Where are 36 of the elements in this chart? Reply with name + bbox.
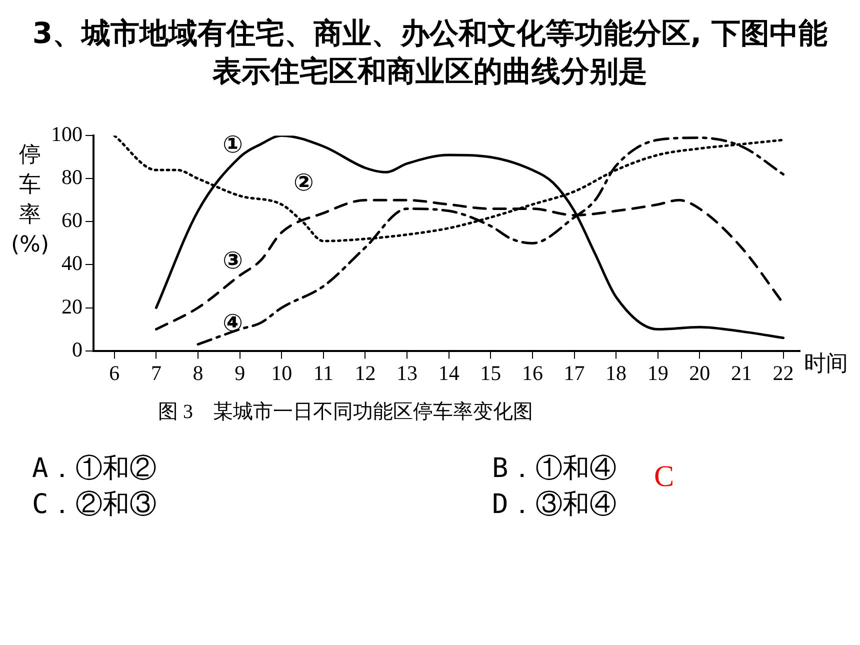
x-tick-label: 15 [480, 360, 502, 385]
x-tick-label: 10 [271, 360, 292, 385]
text: D．③和④ [492, 489, 616, 520]
y-tick-label: 100 [51, 122, 82, 146]
x-tick-label: 14 [438, 360, 460, 385]
x-tick-label: 13 [396, 360, 418, 385]
y-tick-label: 40 [62, 251, 82, 276]
x-tick-label: 12 [354, 360, 376, 385]
text: C．②和③ [32, 488, 158, 522]
y-tick-label: 80 [62, 165, 82, 190]
x-tick-label: 18 [606, 360, 627, 385]
text: C [654, 460, 674, 494]
y-tick-label: 0 [72, 337, 82, 362]
y-tick-label: 60 [62, 208, 82, 232]
text: B．①和④ [492, 453, 616, 484]
x-tick-label: 21 [730, 360, 752, 385]
chart-title: 3、城市地域有住宅、商业、办公和文化等功能分区, 下图中能表示住宅区和商业区的曲线分别是 [31, 15, 829, 90]
text: A．①和② [32, 452, 158, 486]
y-tick-label: 20 [62, 294, 82, 318]
annotation: ③ [222, 246, 243, 275]
x-tick-label: 8 [192, 360, 204, 385]
x-tick-label: 20 [689, 360, 710, 385]
x-tick-label: 16 [522, 360, 543, 385]
x-tick-label: 11 [313, 360, 334, 385]
x-tick-label: 7 [150, 360, 162, 385]
annotation: ④ [222, 309, 243, 338]
x-axis-title: 时间 [804, 352, 848, 377]
x-tick-label: 17 [564, 360, 585, 385]
x-tick-label: 9 [234, 360, 246, 385]
caption: 图 3 某城市一日不同功能区停车率变化图 [158, 400, 534, 425]
x-tick-label: 22 [772, 360, 794, 385]
annotation: ② [293, 168, 314, 197]
y-axis-title: 停车率(%) [10, 142, 50, 258]
x-tick-label: 19 [647, 360, 668, 385]
x-tick-label: 6 [109, 360, 120, 385]
annotation: ① [222, 130, 243, 158]
